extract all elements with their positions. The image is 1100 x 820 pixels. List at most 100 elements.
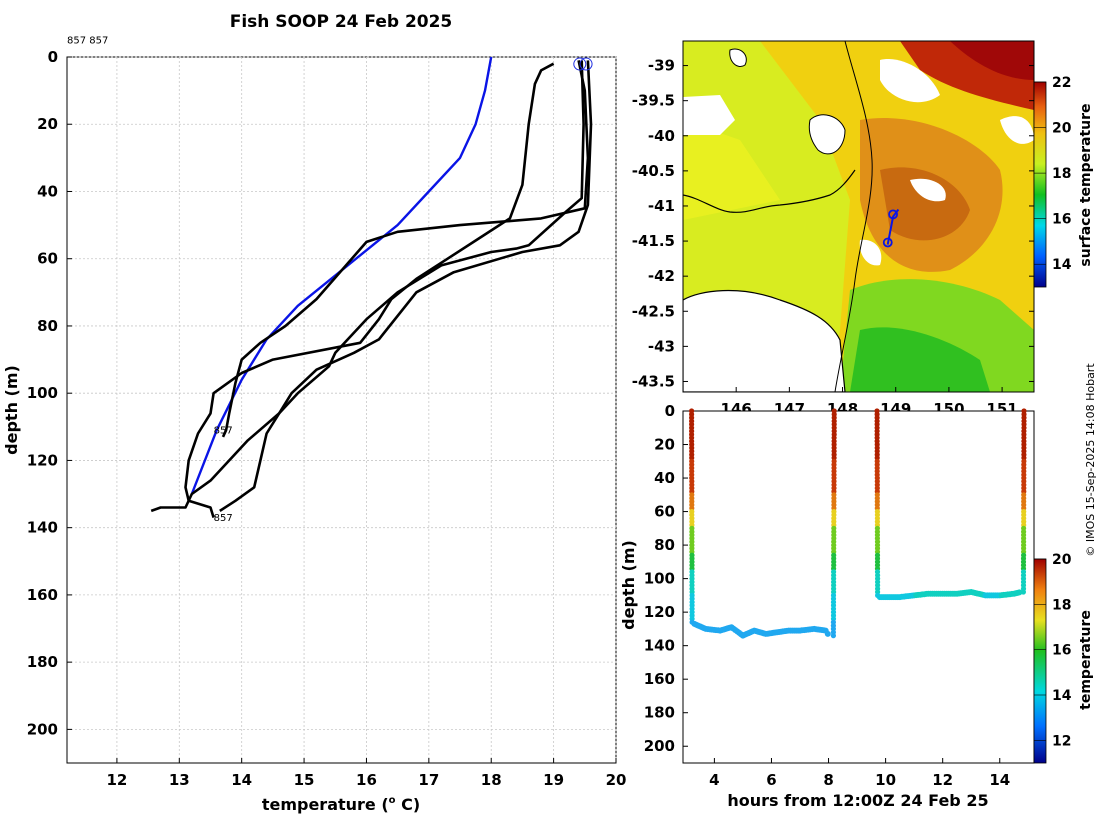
- depth-time-point: [824, 630, 831, 637]
- map-colorbar-tick-label: 18: [1052, 166, 1071, 182]
- depth-time-ytick-label: 120: [644, 603, 675, 621]
- profile-xlabel-main: temperature (: [262, 795, 389, 814]
- depth-time-xtick-label: 8: [823, 771, 833, 789]
- map-ytick-label: -43: [648, 337, 675, 355]
- map-track-marker: [888, 209, 898, 220]
- profile-ytick-label: 120: [27, 451, 58, 469]
- profile-ytick-label: 40: [37, 182, 58, 200]
- depth-time-xtick-label: 12: [932, 771, 953, 789]
- profile-annotation: 857: [214, 426, 233, 437]
- depth-time-plot: 0 20 40 60 80 100 120 140 160 180 200 4 6 8 10 12 14 dep…: [619, 402, 1094, 810]
- map-field: [683, 41, 1034, 392]
- depth-time-ytick-label: 180: [644, 704, 675, 722]
- depth-time-ytick-label: 60: [654, 503, 675, 521]
- depth-time-xlabel: hours from 12:00Z 24 Feb 25: [727, 791, 988, 810]
- depth-time-ytick-label: 200: [644, 737, 675, 755]
- temperature-colorbar-tick-label: 14: [1052, 688, 1072, 704]
- map-colorbar-label: surface temperature: [1078, 103, 1094, 266]
- map-colorbar-tick-label: 16: [1052, 212, 1071, 228]
- map-colorbar-tick-label: 14: [1052, 257, 1072, 273]
- depth-time-xtick-label: 4: [709, 771, 719, 789]
- map-ytick-label: -39.5: [632, 92, 675, 110]
- map-ytick-label: -41.5: [632, 232, 675, 250]
- profile-annotation: 857 857: [67, 36, 108, 47]
- map-ytick-label: -40.5: [632, 162, 675, 180]
- profile-grid: [67, 56, 617, 763]
- profile-ytick-label: 60: [37, 250, 58, 268]
- depth-time-points: [689, 408, 1027, 639]
- profile-ytick-label: 180: [27, 653, 58, 671]
- profile-annotations: 857 857 857 857: [67, 36, 233, 524]
- profile-lines: [150, 56, 593, 518]
- profile-xtick-label: 14: [231, 771, 252, 789]
- profile-surface-marker: [573, 57, 587, 71]
- map-track-line: [886, 208, 900, 245]
- map-ytick-label: -42.5: [632, 302, 675, 320]
- figure-title: Fish SOOP 24 Feb 2025: [230, 12, 453, 32]
- map-ytick-label: -42: [648, 267, 675, 285]
- profile-ytick-label: 160: [27, 586, 58, 604]
- profile-ytick-label: 0: [48, 48, 58, 66]
- depth-time-point: [830, 633, 837, 639]
- profile-series-cast-3: [184, 62, 555, 518]
- depth-time-ytick-label: 20: [654, 436, 675, 454]
- depth-time-ytick-label: 100: [644, 570, 675, 588]
- depth-time-point: [1016, 589, 1023, 596]
- temperature-colorbar-tick-label: 16: [1052, 643, 1071, 659]
- depth-time-ytick-label: 80: [654, 536, 675, 554]
- profile-xlabel-end: C): [396, 795, 421, 814]
- profile-ytick-label: 200: [27, 720, 58, 738]
- profile-plot-frame: [66, 56, 617, 764]
- depth-time-ytick-label: 40: [654, 469, 675, 487]
- temperature-colorbar-tick-label: 20: [1052, 552, 1072, 568]
- map-track: [882, 208, 900, 248]
- map-colorbar-tick-label: 22: [1052, 75, 1071, 91]
- map-track-marker: [882, 237, 893, 248]
- profile-series-cast-2: [150, 60, 585, 513]
- map-colorbar: [1033, 81, 1047, 288]
- credit-text: © IMOS 15-Sep-2025 14:08 Hobart: [1084, 363, 1097, 557]
- profile-plot: 12 13 14 15 16 17 18 19 200 20 40 60 80 100 120 140 160 1…: [2, 36, 626, 814]
- depth-time-xtick-label: 10: [875, 771, 896, 789]
- map-ytick-label: -40: [648, 127, 675, 145]
- sst-map: -39 -39.5 -40 -40.5 -41 -41.5 -42 -42.5 -43 -43.5…: [632, 40, 1094, 418]
- profile-ytick-label: 100: [27, 384, 58, 402]
- profile-ylabel: depth (m): [2, 365, 21, 455]
- profile-annotation: 857: [214, 513, 233, 524]
- temperature-colorbar-tick-label: 18: [1052, 597, 1071, 613]
- profile-xtick-label: 17: [418, 771, 439, 789]
- profile-series-cast-4: [219, 60, 593, 512]
- profile-series-climatology: [190, 56, 493, 495]
- profile-xtick-label: 13: [169, 771, 190, 789]
- profile-ticks: 12 13 14 15 16 17 18 19 200 20 40 60 80 100 120 140 160 1…: [27, 48, 627, 789]
- depth-time-xtick-label: 6: [766, 771, 776, 789]
- depth-time-ticks: 0 20 40 60 80 100 120 140 160 180 200 4 6 8 10 12 14: [644, 402, 1011, 789]
- map-colorbar-ticks: 14 16 18 20 22: [1034, 75, 1072, 273]
- depth-time-ytick-label: 140: [644, 637, 675, 655]
- temperature-colorbar-ticks: 12 14 16 18 20: [1034, 552, 1072, 749]
- depth-time-xtick-label: 14: [989, 771, 1010, 789]
- temperature-colorbar: [1033, 558, 1047, 764]
- map-ytick-label: -41: [648, 197, 675, 215]
- profile-ytick-label: 20: [37, 115, 58, 133]
- profile-surface-marker: [579, 57, 593, 71]
- profile-xtick-label: 18: [481, 771, 502, 789]
- temperature-colorbar-label: temperature: [1078, 610, 1094, 710]
- depth-time-point: [1020, 589, 1026, 595]
- profile-series-cast-1: [221, 60, 590, 438]
- profile-xtick-label: 16: [356, 771, 377, 789]
- profile-xtick-label: 15: [294, 771, 315, 789]
- depth-time-ytick-label: 0: [665, 402, 675, 420]
- profile-ytick-label: 140: [27, 519, 58, 537]
- temperature-colorbar-tick-label: 12: [1052, 733, 1071, 749]
- map-colorbar-tick-label: 20: [1052, 121, 1072, 137]
- profile-xtick-label: 19: [543, 771, 564, 789]
- profile-xlabel: temperature (o C): [262, 795, 420, 814]
- profile-xlabel-sup: o: [389, 795, 396, 806]
- depth-time-ytick-label: 160: [644, 670, 675, 688]
- map-ytick-label: -43.5: [632, 372, 675, 390]
- profile-xtick-label: 12: [106, 771, 127, 789]
- profile-ytick-label: 80: [37, 317, 58, 335]
- map-ytick-label: -39: [648, 57, 675, 75]
